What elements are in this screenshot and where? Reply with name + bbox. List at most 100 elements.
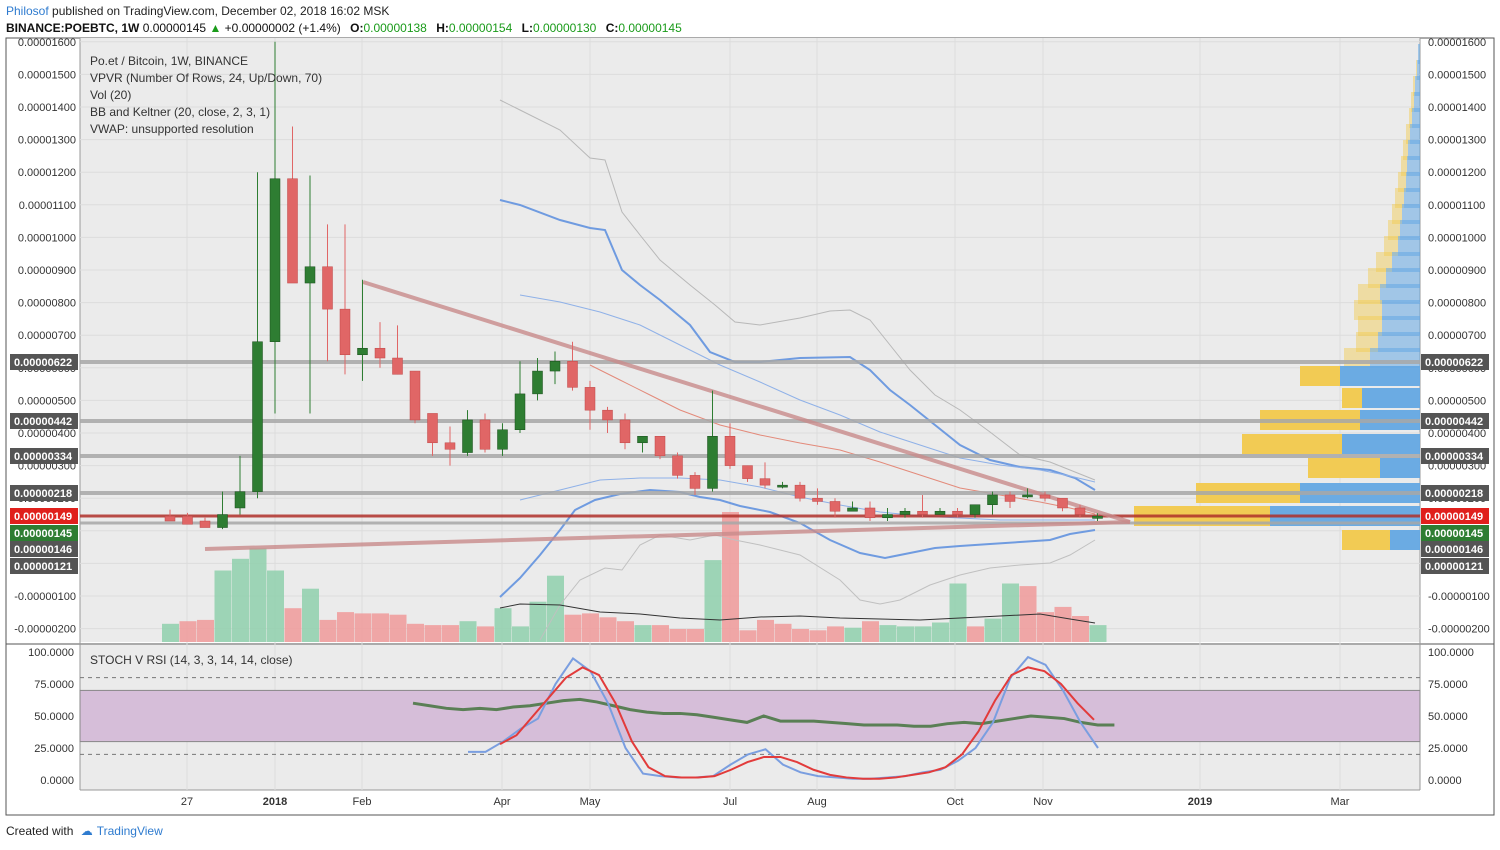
volume-bar: [197, 619, 214, 642]
vpvr-up-bar: [1418, 44, 1420, 64]
left-price-tag-label: 0.00000146: [14, 544, 72, 556]
descending-trendline: [362, 280, 1131, 524]
right-price-tag: [1421, 413, 1489, 429]
time-axis-label: 2019: [1188, 796, 1212, 808]
candle-body: [357, 347, 368, 356]
left-axis-label: 0.00001000: [18, 232, 76, 244]
time-axis-label: Nov: [1033, 796, 1053, 808]
right-axis-label: 0.00000700: [1428, 330, 1486, 342]
candle-body: [269, 178, 281, 342]
vpvr-down-bar: [1358, 284, 1380, 304]
left-price-tag: [10, 525, 78, 541]
volume-bar: [669, 629, 687, 642]
right-axis-label: 0.00000900: [1428, 265, 1486, 277]
volume-bar: [179, 621, 197, 642]
candle-body: [794, 484, 806, 499]
candle-body: [812, 497, 823, 502]
time-axis-label: Aug: [807, 796, 827, 808]
volume-bar: [407, 623, 424, 642]
left-price-tag-label: 0.00000622: [14, 357, 72, 369]
right-axis-label: 0.00001600: [1428, 37, 1486, 49]
volume-bar: [389, 614, 407, 642]
candle-body: [864, 507, 876, 519]
vpvr-down-bar: [1358, 316, 1382, 336]
keltner-lower-outer-line: [539, 534, 1096, 641]
vpvr-down-bar: [1388, 220, 1400, 240]
time-axis-label: 2018: [263, 796, 287, 808]
vpvr-down-bar: [1342, 388, 1362, 408]
volume-bar: [1002, 583, 1019, 642]
left-axis-label: -0.00000100: [14, 591, 76, 603]
right-axis-label: 0.00001500: [1428, 69, 1486, 81]
right-price-tag-label: 0.00000149: [1425, 511, 1483, 523]
volume-bar: [827, 626, 844, 642]
volume-bar: [652, 625, 669, 642]
volume-bar: [354, 613, 372, 642]
left-price-tag: [10, 448, 78, 464]
left-axis-label: 0.00000700: [18, 330, 76, 342]
right-price-tag-label: 0.00000442: [1425, 416, 1483, 428]
right-price-tag-label: 0.00000121: [1425, 561, 1483, 573]
keltner-mid-line: [519, 294, 1096, 483]
vpvr-down-bar: [1403, 140, 1408, 160]
candle-body: [532, 370, 543, 395]
volume-bar: [232, 558, 249, 642]
vpvr-up-bar: [1386, 268, 1420, 288]
vpvr-down-bar: [1354, 300, 1382, 320]
left-price-tag: [10, 413, 78, 429]
left-axis-label: 0.00000400: [18, 428, 76, 440]
candle-body: [847, 507, 858, 512]
vpvr-down-bar: [1416, 60, 1417, 80]
candle-body: [777, 484, 788, 488]
last-price: 0.00000145: [142, 21, 207, 35]
tradingview-link[interactable]: TradingView: [96, 824, 163, 838]
rsi-right-axis-label: 0.0000: [1428, 775, 1462, 787]
close-value: 0.00000145: [618, 21, 682, 35]
candle-body: [462, 419, 473, 453]
candle-body: [497, 429, 508, 450]
rsi-band: [79, 689, 1421, 743]
vpvr-down-bar: [1342, 530, 1390, 550]
volume-bar: [634, 625, 652, 642]
volume-bar: [599, 617, 617, 642]
volume-bar: [949, 583, 967, 642]
ohlc-line: BINANCE:POEBTC, 1W 0.00000145 ▲ +0.00000…: [6, 21, 682, 35]
left-price-tag: [10, 541, 78, 557]
vpvr-up-bar: [1412, 108, 1420, 128]
time-axis-label: May: [580, 796, 601, 808]
volume-bar: [214, 570, 232, 642]
vpvr-down-bar: [1368, 268, 1386, 288]
left-axis-label: 0.00001500: [18, 69, 76, 81]
right-price-tag: [1421, 525, 1489, 541]
candle-body: [934, 510, 946, 515]
up-arrow-icon: ▲: [209, 21, 222, 35]
left-price-tag-label: 0.00000145: [14, 528, 72, 540]
time-axis-label: 27: [181, 796, 193, 808]
left-axis-label: 0.00001400: [18, 102, 76, 114]
time-axis-label: Apr: [493, 796, 510, 808]
volume-bar: [862, 621, 879, 642]
rsi-right-axis-label: 100.0000: [1428, 647, 1474, 659]
candle-body: [829, 501, 841, 512]
vpvr-down-bar: [1356, 332, 1378, 352]
publish-info: published on TradingView.com, December 0…: [52, 4, 390, 18]
candle-body: [637, 436, 648, 444]
volume-bar: [582, 613, 599, 642]
vpvr-up-bar: [1408, 140, 1420, 160]
high-value: 0.00000154: [448, 21, 513, 35]
vpvr-up-bar: [1392, 252, 1420, 272]
tradingview-logo-icon: ☁: [80, 824, 93, 838]
rsi-left-axis-label: 0.0000: [40, 775, 74, 787]
volume-bar: [1089, 625, 1107, 642]
volume-bar: [319, 619, 337, 642]
candle-body: [724, 436, 736, 466]
candle-body: [654, 436, 666, 457]
volume-ma-line: [499, 603, 1096, 624]
candle-body: [584, 387, 596, 411]
volume-bar: [529, 601, 547, 642]
right-price-tag: [1421, 541, 1489, 557]
author-link[interactable]: Philosof: [6, 4, 49, 18]
right-price-tag-label: 0.00000622: [1425, 357, 1483, 369]
right-price-tag-label: 0.00000145: [1425, 528, 1483, 540]
